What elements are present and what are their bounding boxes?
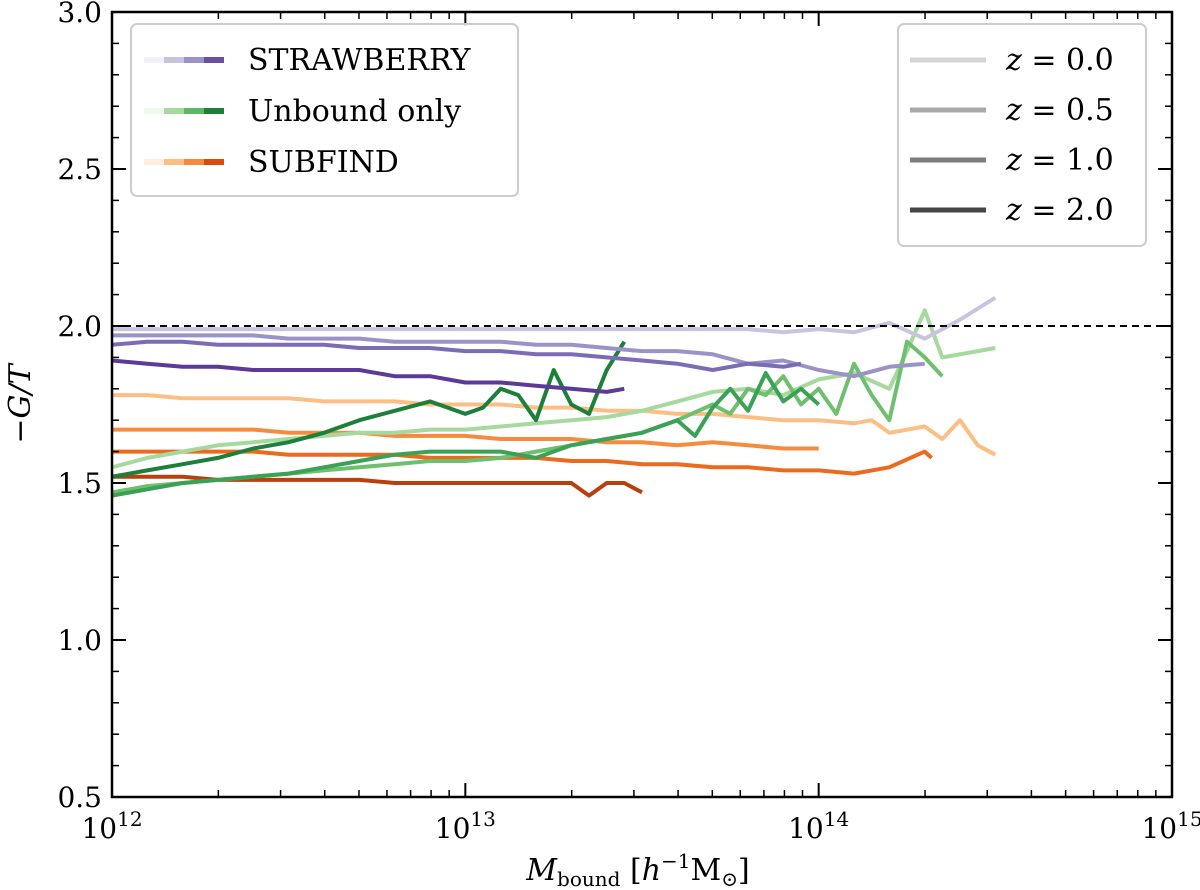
series-line-9 <box>112 333 925 379</box>
redshift-legend-entry: z = 1.0 <box>910 143 1114 178</box>
y-tick-label: 1.5 <box>57 467 102 500</box>
plot-frame <box>110 10 1174 799</box>
series-line-7 <box>112 340 626 479</box>
tick-labels: 0.5 1.0 1.5 2.0 2.5 3.0 1012 1013 1014 1015 <box>57 0 1200 845</box>
method-legend-label: STRAWBERRY <box>248 43 472 78</box>
y-axis-label: −G/T <box>3 362 38 443</box>
redshift-legend-entry: z = 2.0 <box>910 193 1114 228</box>
redshift-legend-label: z = 2.0 <box>1005 193 1114 228</box>
y-tick-label: 1.0 <box>57 624 102 657</box>
x-tick-label: 1014 <box>788 807 849 845</box>
y-tick-label: 2.0 <box>57 310 102 343</box>
series-line-6 <box>112 371 821 498</box>
x-label-sun: ⊙ <box>721 867 738 890</box>
x-tick-label: 1013 <box>435 807 496 845</box>
method-legend-entry: Unbound only <box>144 94 461 129</box>
method-legend-entry: SUBFIND <box>144 145 399 180</box>
series-line-8 <box>112 296 997 341</box>
redshift-legend-label: z = 0.5 <box>1005 93 1114 128</box>
series-line-4 <box>112 308 996 470</box>
y-label-text: G/T <box>3 362 38 418</box>
y-tick-label: 3.0 <box>57 0 102 29</box>
redshift-legend-label: z = 0.0 <box>1005 43 1114 78</box>
x-label-exp: −1 <box>661 849 690 873</box>
redshift-legend-entry: z = 0.5 <box>910 93 1114 128</box>
method-legend-label: SUBFIND <box>248 145 399 180</box>
method-legend-box <box>130 23 519 197</box>
method-legend-entry: STRAWBERRY <box>144 43 472 78</box>
x-label-h: h <box>642 853 661 888</box>
axes-frame <box>110 10 1174 799</box>
method-legend-label: Unbound only <box>248 94 461 129</box>
series-line-0 <box>112 393 997 457</box>
redshift-legend-entry: z = 0.0 <box>910 43 1114 78</box>
x-tick-label: 1015 <box>1141 807 1200 845</box>
x-label-sub: bound <box>557 867 621 890</box>
x-tick-label: 1012 <box>81 807 142 845</box>
y-label-minus: − <box>3 418 38 443</box>
redshift-legend-rows: z = 0.0 z = 0.5 z = 1.0 z = 2.0 <box>910 43 1114 228</box>
series-line-1 <box>112 427 819 451</box>
x-label-open: [ <box>620 853 641 888</box>
redshift-legend: z = 0.0 z = 0.5 z = 1.0 z = 2.0 <box>897 23 1147 247</box>
method-legend-rows: STRAWBERRY Unbound only SUBFIND <box>144 43 472 180</box>
x-label-close: ] <box>738 853 750 888</box>
x-label-msun: M <box>691 853 722 888</box>
series-layer <box>112 296 997 498</box>
ticks <box>111 11 1173 798</box>
x-label-symbol: M <box>525 853 558 888</box>
y-tick-label: 2.5 <box>57 153 102 186</box>
redshift-legend-label: z = 1.0 <box>1005 143 1114 178</box>
series-line-10 <box>112 339 802 372</box>
method-legend: STRAWBERRY Unbound only SUBFIND <box>130 23 519 197</box>
series-line-11 <box>112 358 625 394</box>
y-tick-label: 0.5 <box>57 781 102 814</box>
redshift-legend-box <box>897 23 1147 247</box>
x-axis-label: Mbound [h−1M⊙] <box>525 849 749 890</box>
